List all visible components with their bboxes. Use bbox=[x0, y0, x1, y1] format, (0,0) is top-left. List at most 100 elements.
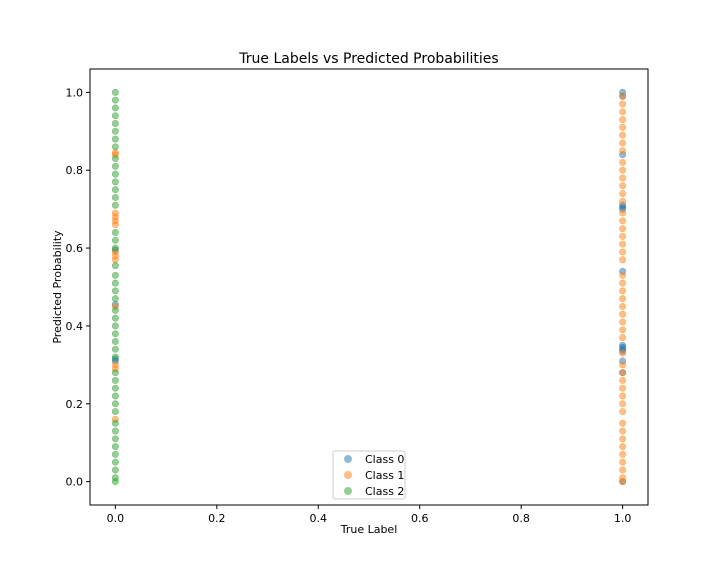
data-point bbox=[619, 131, 627, 139]
legend-marker bbox=[344, 471, 352, 479]
data-point bbox=[619, 123, 627, 131]
data-point bbox=[111, 478, 119, 486]
data-point bbox=[111, 143, 119, 151]
legend-label: Class 0 bbox=[365, 453, 404, 466]
data-point bbox=[111, 279, 119, 287]
y-tick-label: 0.0 bbox=[66, 476, 84, 489]
legend-marker bbox=[344, 487, 352, 495]
series-2 bbox=[111, 88, 119, 486]
data-point bbox=[619, 419, 627, 427]
legend-frame bbox=[332, 450, 406, 500]
data-point bbox=[619, 92, 627, 100]
data-point bbox=[619, 369, 627, 377]
data-point bbox=[111, 221, 119, 229]
data-point bbox=[619, 408, 627, 416]
x-tick-label: 0.6 bbox=[411, 512, 429, 525]
y-tick-label: 1.0 bbox=[66, 86, 84, 99]
data-point bbox=[619, 302, 627, 310]
data-point bbox=[111, 162, 119, 170]
data-point bbox=[111, 369, 119, 377]
data-point bbox=[619, 256, 627, 264]
data-point bbox=[619, 108, 627, 116]
data-point bbox=[111, 112, 119, 120]
data-point bbox=[111, 178, 119, 186]
data-point bbox=[619, 225, 627, 233]
data-point bbox=[619, 100, 627, 108]
data-point bbox=[111, 392, 119, 400]
data-point bbox=[619, 240, 627, 248]
legend-label: Class 2 bbox=[365, 485, 404, 498]
data-point bbox=[111, 244, 119, 252]
data-point bbox=[111, 435, 119, 443]
data-point bbox=[111, 135, 119, 143]
data-point bbox=[111, 345, 119, 353]
x-tick-label: 0.4 bbox=[310, 512, 328, 525]
data-point bbox=[111, 88, 119, 96]
data-point bbox=[619, 443, 627, 451]
y-axis-label: Predicted Probability bbox=[51, 230, 64, 344]
data-point bbox=[111, 427, 119, 435]
y-tick-label: 0.8 bbox=[66, 164, 84, 177]
data-point bbox=[111, 330, 119, 338]
data-point bbox=[111, 408, 119, 416]
chart-title: True Labels vs Predicted Probabilities bbox=[238, 51, 498, 67]
data-point bbox=[619, 318, 627, 326]
legend-label: Class 1 bbox=[365, 469, 404, 482]
data-point bbox=[619, 287, 627, 295]
data-point bbox=[619, 209, 627, 217]
data-point bbox=[111, 120, 119, 128]
data-point bbox=[619, 166, 627, 174]
data-point bbox=[111, 271, 119, 279]
data-point bbox=[619, 334, 627, 342]
data-point bbox=[111, 466, 119, 474]
x-tick-label: 0.8 bbox=[512, 512, 530, 525]
data-point bbox=[111, 287, 119, 295]
data-point bbox=[111, 155, 119, 163]
data-point bbox=[619, 190, 627, 198]
data-point bbox=[111, 295, 119, 303]
data-point bbox=[111, 443, 119, 451]
data-point bbox=[619, 217, 627, 225]
data-point bbox=[111, 337, 119, 345]
data-point bbox=[619, 326, 627, 334]
data-point bbox=[111, 104, 119, 112]
data-point bbox=[619, 182, 627, 190]
data-point bbox=[111, 450, 119, 458]
data-point bbox=[619, 295, 627, 303]
data-point bbox=[111, 376, 119, 384]
data-point bbox=[619, 139, 627, 147]
data-point bbox=[619, 450, 627, 458]
data-point bbox=[619, 392, 627, 400]
data-point bbox=[111, 353, 119, 361]
legend: Class 0 Class 1 Class 2 bbox=[332, 450, 406, 500]
data-point bbox=[619, 376, 627, 384]
data-point bbox=[111, 306, 119, 314]
plot-frame bbox=[89, 68, 649, 506]
data-point bbox=[619, 174, 627, 182]
series-1 bbox=[111, 92, 627, 486]
data-point bbox=[111, 170, 119, 178]
data-point bbox=[619, 384, 627, 392]
x-axis: 0.0 0.2 0.4 0.6 0.8 1.0 bbox=[107, 505, 631, 525]
x-axis-label: True Label bbox=[340, 523, 398, 536]
data-point bbox=[111, 322, 119, 330]
scatter-marks bbox=[111, 88, 627, 486]
data-point bbox=[619, 466, 627, 474]
data-point bbox=[111, 458, 119, 466]
data-point bbox=[619, 400, 627, 408]
data-point bbox=[111, 229, 119, 237]
y-tick-label: 0.2 bbox=[66, 398, 84, 411]
data-point bbox=[111, 201, 119, 209]
data-point bbox=[619, 361, 627, 369]
data-point bbox=[619, 427, 627, 435]
data-point bbox=[619, 458, 627, 466]
y-tick-label: 0.6 bbox=[66, 242, 84, 255]
data-point bbox=[111, 400, 119, 408]
data-point bbox=[111, 314, 119, 322]
data-point bbox=[111, 256, 119, 264]
data-point bbox=[619, 310, 627, 318]
data-point bbox=[619, 349, 627, 357]
y-axis: 0.0 0.2 0.4 0.6 0.8 1.0 bbox=[66, 86, 90, 489]
data-point bbox=[619, 116, 627, 124]
